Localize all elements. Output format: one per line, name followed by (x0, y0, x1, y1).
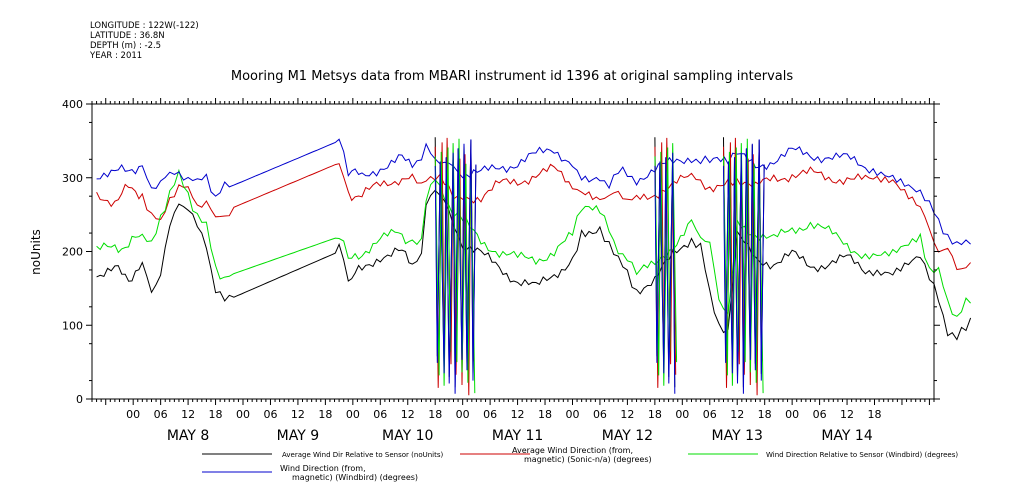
longitude-text: LONGITUDE : 122W(-122) (90, 21, 199, 31)
y-tick-label: 0 (76, 393, 83, 406)
plot-area (96, 137, 972, 396)
x-hour-label: 12 (291, 408, 305, 421)
chart-title: Mooring M1 Metsys data from MBARI instru… (231, 69, 793, 84)
year-text: YEAR : 2011 (90, 51, 143, 61)
x-day-label: MAY 13 (712, 428, 763, 444)
x-hour-label: 12 (730, 408, 744, 421)
series-line-4 (96, 138, 971, 246)
x-hour-label: 12 (181, 408, 195, 421)
x-hour-label: 06 (813, 408, 827, 421)
gap-spikes-1-series-4 (434, 139, 477, 394)
x-hour-label: 06 (373, 408, 387, 421)
x-hour-label: 18 (648, 408, 662, 421)
x-hour-label: 00 (456, 408, 470, 421)
series-line-3 (96, 168, 971, 317)
x-hour-label: 06 (263, 408, 277, 421)
metadata-block: LONGITUDE : 122W(-122) LATITUDE : 36.8N … (90, 21, 199, 61)
legend-label-2: Average Wind Direction (from, magnetic) (… (512, 446, 652, 464)
depth-text: DEPTH (m) : -2.5 (90, 41, 162, 51)
axes: 0 100 200 300 400 00 06 12 18 00 06 12 18 00 06 12 18 00 0… (62, 98, 940, 444)
x-hour-label: 06 (154, 408, 168, 421)
x-hour-label: 12 (511, 408, 525, 421)
x-day-label: MAY 8 (167, 428, 209, 444)
y-tick-label: 100 (62, 319, 83, 332)
x-hour-label: 00 (785, 408, 799, 421)
gap-spikes-2-series-4 (654, 152, 676, 394)
x-day-label: MAY 10 (382, 428, 433, 444)
x-hour-label: 18 (868, 408, 882, 421)
y-axis-label: noUnits (29, 229, 43, 275)
latitude-text: LATITUDE : 36.8N (90, 31, 165, 41)
x-day-label: MAY 12 (602, 428, 653, 444)
x-hour-label: 12 (401, 408, 415, 421)
x-hour-label: 00 (675, 408, 689, 421)
x-hour-label: 18 (209, 408, 223, 421)
x-hour-label: 00 (346, 408, 360, 421)
x-hour-label: 06 (593, 408, 607, 421)
y-tick-label: 400 (62, 98, 83, 111)
x-hour-label: 18 (538, 408, 552, 421)
series-line-1 (96, 189, 972, 341)
x-day-label: MAY 9 (277, 428, 319, 444)
y-tick-label: 200 (62, 246, 83, 259)
x-hour-label: 06 (483, 408, 497, 421)
x-hour-label: 18 (428, 408, 442, 421)
x-hour-label: 18 (758, 408, 772, 421)
y-tick-label: 300 (62, 172, 83, 185)
x-day-label: MAY 11 (492, 428, 543, 444)
x-hour-label: 12 (620, 408, 634, 421)
x-hour-label: 00 (126, 408, 140, 421)
legend-label-1: Average Wind Dir Relative to Sensor (noU… (282, 451, 443, 459)
legend: Average Wind Dir Relative to Sensor (noU… (202, 446, 958, 482)
x-hour-label: 12 (840, 408, 854, 421)
legend-label-4: Wind Direction (from, magnetic) (Windbird… (280, 464, 418, 482)
x-hour-label: 06 (703, 408, 717, 421)
x-hour-label: 00 (236, 408, 250, 421)
legend-label-3: Wind Direction Relative to Sensor (Windb… (766, 451, 958, 459)
x-hour-label: 18 (318, 408, 332, 421)
x-hour-label: 00 (565, 408, 579, 421)
x-day-label: MAY 14 (821, 428, 872, 444)
series-line-2 (96, 163, 971, 271)
gap-spikes-3-series-4 (723, 139, 765, 394)
